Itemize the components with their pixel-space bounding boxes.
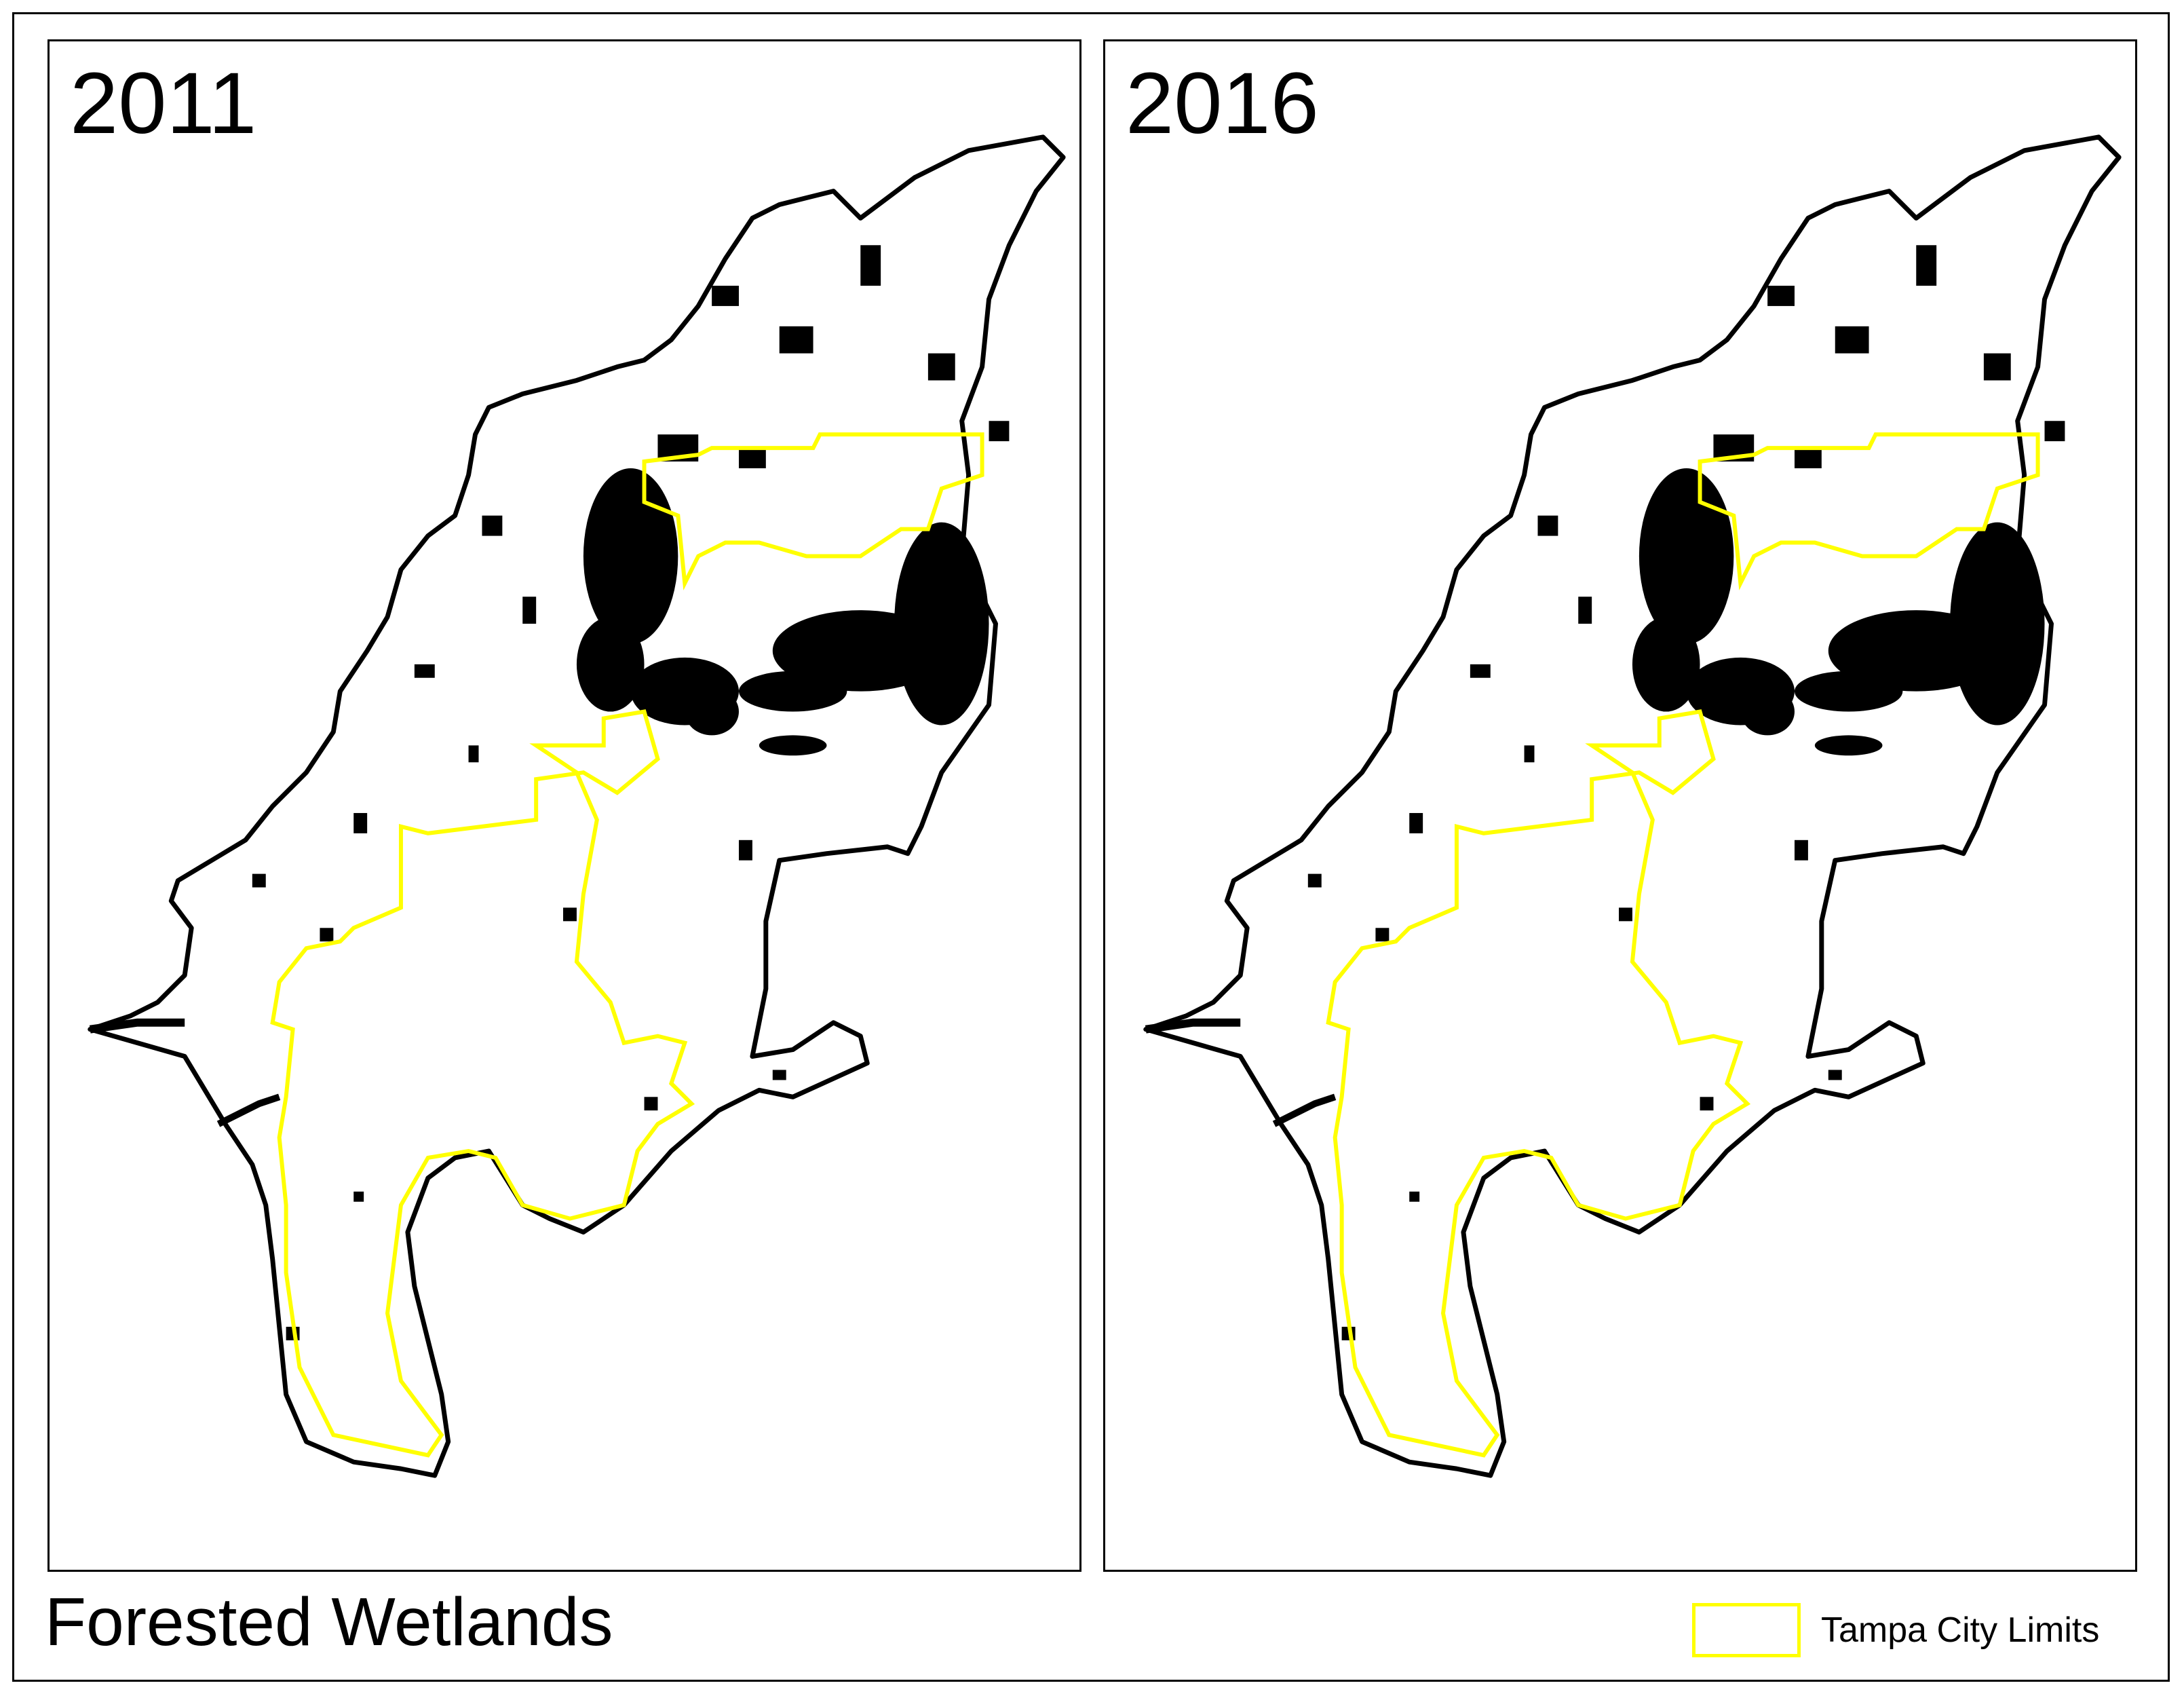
ship-channel-2 xyxy=(1272,1093,1337,1127)
map-panel-2011: 2011 xyxy=(47,39,1081,1572)
legend-label-city-limits: Tampa City Limits xyxy=(1821,1610,2100,1650)
ship-channel xyxy=(89,1018,185,1034)
city-limits-north xyxy=(1698,432,2040,590)
map-canvas xyxy=(88,134,1066,1478)
city-limits-outline xyxy=(270,709,695,1458)
legend-swatch-city-limits xyxy=(1692,1603,1801,1657)
panel-year-2016: 2016 xyxy=(1126,55,1319,152)
panel-year-2011: 2011 xyxy=(70,55,257,152)
map-canvas xyxy=(1143,134,2122,1478)
county-boundary xyxy=(1143,134,2122,1478)
forested-wetlands xyxy=(252,245,1010,1340)
ship-channel-2 xyxy=(216,1093,281,1127)
legend: Tampa City Limits xyxy=(1692,1600,2170,1657)
map-panel-2016: 2016 xyxy=(1103,39,2137,1572)
city-limits-north xyxy=(642,432,984,590)
ship-channel xyxy=(1145,1018,1241,1034)
figure-title: Forested Wetlands xyxy=(45,1584,613,1660)
city-limits-outline xyxy=(1326,709,1751,1458)
county-boundary xyxy=(88,134,1066,1478)
figure-frame xyxy=(12,12,2170,1682)
forested-wetlands xyxy=(1307,245,2065,1340)
